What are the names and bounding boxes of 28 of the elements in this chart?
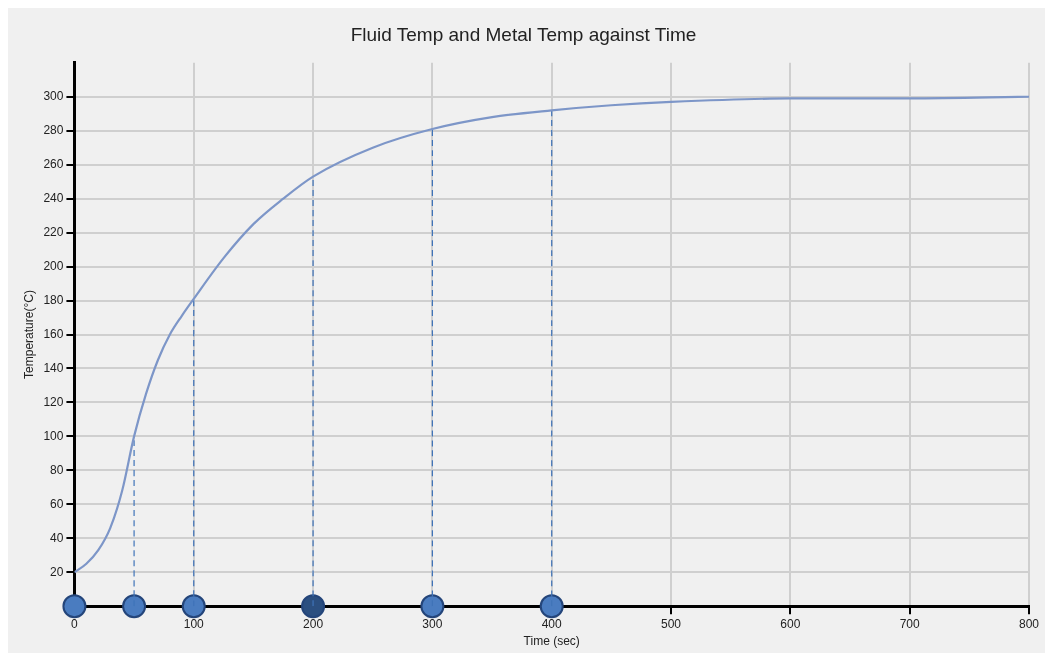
y-tick-label: 20 <box>50 564 64 579</box>
y-tick-label: 180 <box>43 292 64 307</box>
y-tick-label: 40 <box>50 530 64 545</box>
y-tick-label: 280 <box>43 123 64 138</box>
x-tick-label: 700 <box>899 616 921 631</box>
x-tick-label: 200 <box>303 616 324 631</box>
y-axis-title: Temperature(°C) <box>21 290 36 379</box>
x-tick-label: 400 <box>541 616 563 631</box>
x-axis-title: Time (sec) <box>523 634 580 649</box>
y-tick-label: 220 <box>43 224 64 239</box>
x-tick-label: 500 <box>661 616 682 631</box>
line-series <box>74 95 1029 574</box>
x-tick-label: 800 <box>1018 616 1040 631</box>
y-tick-label: 160 <box>43 326 64 341</box>
x-tick-label: 0 <box>71 616 79 631</box>
y-tick-label: 80 <box>50 462 64 477</box>
x-tick-label: 300 <box>422 616 443 631</box>
y-tick-label: 100 <box>43 428 64 443</box>
y-tick-label: 120 <box>43 394 64 409</box>
y-tick-label: 140 <box>43 360 64 375</box>
y-tick-label: 240 <box>43 190 64 205</box>
y-tick-label: 300 <box>43 89 64 104</box>
x-tick-label: 600 <box>780 616 801 631</box>
x-tick-label: 100 <box>183 616 205 631</box>
y-tick-label: 260 <box>43 157 64 171</box>
y-tick-label: 200 <box>43 258 64 273</box>
y-tick-label: 60 <box>50 496 64 511</box>
chart-title: Fluid Temp and Metal Temp against Time <box>350 23 697 45</box>
